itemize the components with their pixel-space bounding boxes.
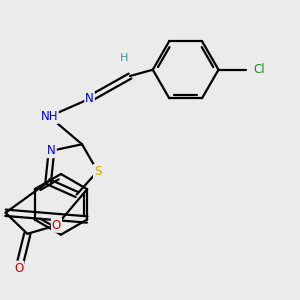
Text: Cl: Cl xyxy=(253,63,265,76)
Text: S: S xyxy=(94,165,101,178)
Text: O: O xyxy=(52,219,61,232)
Text: O: O xyxy=(14,262,23,275)
Text: H: H xyxy=(119,53,128,63)
Text: N: N xyxy=(85,92,94,105)
Text: NH: NH xyxy=(40,110,58,123)
Text: N: N xyxy=(47,144,56,157)
